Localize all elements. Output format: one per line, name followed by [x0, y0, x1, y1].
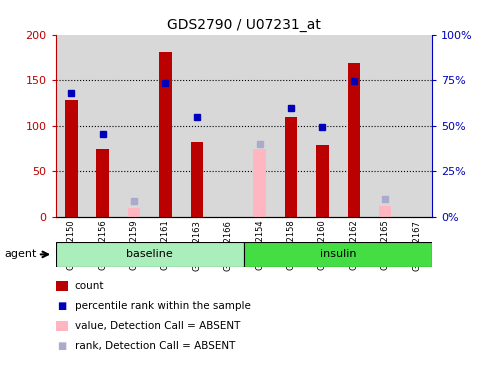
Text: value, Detection Call = ABSENT: value, Detection Call = ABSENT — [75, 321, 240, 331]
Text: percentile rank within the sample: percentile rank within the sample — [75, 301, 251, 311]
Bar — [65, 100, 78, 217]
Text: ■: ■ — [57, 301, 66, 311]
Text: baseline: baseline — [127, 249, 173, 260]
Text: rank, Detection Call = ABSENT: rank, Detection Call = ABSENT — [75, 341, 235, 351]
Text: insulin: insulin — [320, 249, 356, 260]
Bar — [244, 242, 432, 267]
Bar — [128, 208, 141, 217]
Bar — [348, 63, 360, 217]
Text: agent: agent — [5, 249, 37, 260]
Bar — [285, 117, 298, 217]
Text: ■: ■ — [57, 341, 66, 351]
Bar — [159, 52, 172, 217]
Bar — [379, 206, 391, 217]
Bar — [56, 242, 244, 267]
Bar — [190, 142, 203, 217]
Text: count: count — [75, 281, 104, 291]
Bar — [316, 145, 329, 217]
Bar — [253, 149, 266, 217]
Title: GDS2790 / U07231_at: GDS2790 / U07231_at — [167, 18, 321, 32]
Bar — [97, 149, 109, 217]
